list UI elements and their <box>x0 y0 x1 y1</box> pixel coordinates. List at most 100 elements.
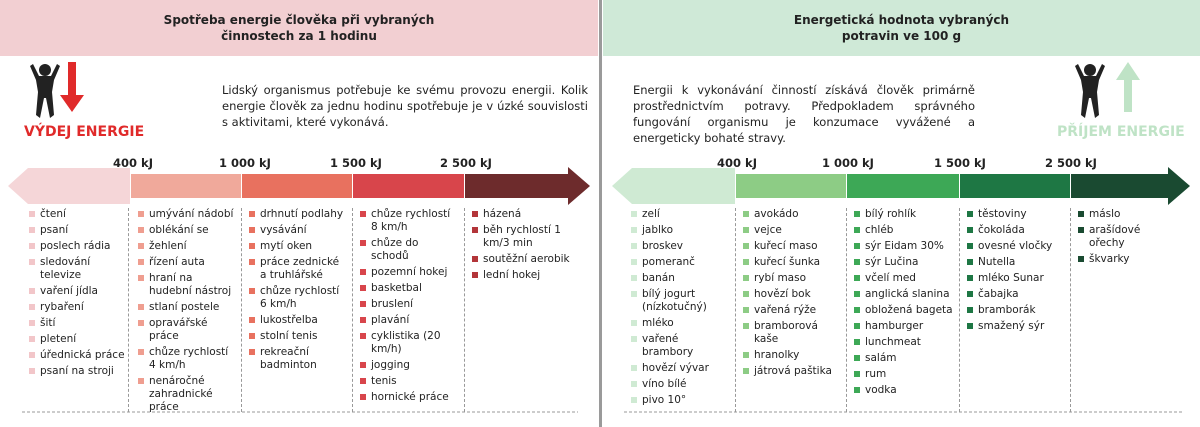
item: sledování televize <box>28 256 128 282</box>
item: práce zednické a truhlářské <box>248 256 348 282</box>
threshold-label: 1 500 kJ <box>330 156 382 170</box>
item: vejce <box>742 224 842 237</box>
item: hovězí vývar <box>630 362 730 375</box>
item-column: bílý rohlík chléb sýr Eidam 30% sýr Lučina v… <box>847 208 960 412</box>
item: bílý rohlík <box>853 208 953 221</box>
item: sýr Lučina <box>853 256 953 269</box>
item: poslech rádia <box>28 240 128 253</box>
item: hranolky <box>742 349 842 362</box>
item: bramborák <box>966 304 1066 317</box>
item: mléko Sunar <box>966 272 1066 285</box>
item: škvarky <box>1077 253 1177 266</box>
item: vařené brambory <box>630 333 730 359</box>
item: oblékání se <box>137 224 237 237</box>
item: soutěžní aerobik <box>471 253 571 266</box>
item: chůze rychlostí 8 km/h <box>359 208 459 234</box>
item: lukostřelba <box>248 314 348 327</box>
header-right: Energetická hodnota vybraných potravin v… <box>603 0 1200 56</box>
item: rum <box>853 368 953 381</box>
item: víno bílé <box>630 378 730 391</box>
item: těstoviny <box>966 208 1066 221</box>
item: žehlení <box>137 240 237 253</box>
item: broskev <box>630 240 730 253</box>
threshold-label: 2 500 kJ <box>1045 156 1097 170</box>
item: jablko <box>630 224 730 237</box>
intro: Lidský organismus potřebuje ke svému pro… <box>222 83 588 129</box>
threshold-label: 1 000 kJ <box>219 156 271 170</box>
item: rekreační badminton <box>248 346 348 372</box>
item: šití <box>28 317 128 330</box>
item: smažený sýr <box>966 320 1066 333</box>
item: stlaní postele <box>137 301 237 314</box>
item-column: chůze rychlostí 8 km/h chůze do schodů poz… <box>353 208 465 412</box>
intro: Energii k vykonávání činností získává čl… <box>633 83 975 145</box>
item: salám <box>853 352 953 365</box>
figure-left <box>30 64 60 118</box>
item: chůze rychlostí 4 km/h <box>137 346 237 372</box>
item: jogging <box>359 359 459 372</box>
threshold-label: 1 000 kJ <box>822 156 874 170</box>
item-column: zelí jablko broskev pomeranč banán bílý jogur… <box>624 208 736 412</box>
item: lunchmeat <box>853 336 953 349</box>
item: bramborová kaše <box>742 320 842 346</box>
label: PŘÍJEM ENERGIE <box>1057 124 1185 140</box>
divider <box>599 0 602 427</box>
item: pomeranč <box>630 256 730 269</box>
item: Nutella <box>966 256 1066 269</box>
item: bruslení <box>359 298 459 311</box>
item-column: avokádo vejce kuřecí maso kuřecí šunka rybí … <box>736 208 847 412</box>
figure-right <box>1075 64 1105 118</box>
item: hraní na hudební nástroj <box>137 272 237 298</box>
item: chůze rychlostí 6 km/h <box>248 285 348 311</box>
item: anglická slanina <box>853 288 953 301</box>
item-column: máslo arašídové ořechy škvarky <box>1071 208 1183 412</box>
item: pivo 10° <box>630 394 730 407</box>
arrow-down <box>60 62 84 112</box>
threshold-label: 2 500 kJ <box>440 156 492 170</box>
arrow-up <box>1116 62 1140 112</box>
item-column: umývání nádobí oblékání se žehlení řízení a… <box>131 208 242 413</box>
item: mléko <box>630 317 730 330</box>
header-title: Energetická hodnota vybraných potravin v… <box>793 13 1010 43</box>
item: opravářské práce <box>137 317 237 343</box>
item: drhnutí podlahy <box>248 208 348 221</box>
item: kuřecí šunka <box>742 256 842 269</box>
item: hamburger <box>853 320 953 333</box>
item-column: těstoviny čokoláda ovesné vločky Nutella mlé… <box>960 208 1071 412</box>
item: hornické práce <box>359 391 459 404</box>
threshold-label: 400 kJ <box>717 156 757 170</box>
item: pletení <box>28 333 128 346</box>
item: stolní tenis <box>248 330 348 343</box>
item: vysávání <box>248 224 348 237</box>
item: kuřecí maso <box>742 240 842 253</box>
threshold-label: 1 500 kJ <box>934 156 986 170</box>
item-column: drhnutí podlahy vysávání mytí oken práce ze… <box>242 208 353 412</box>
item: plavání <box>359 314 459 327</box>
item: hovězí bok <box>742 288 842 301</box>
item: rybí maso <box>742 272 842 285</box>
item: umývání nádobí <box>137 208 237 221</box>
item: zelí <box>630 208 730 221</box>
item: cyklistika (20 km/h) <box>359 330 459 356</box>
item: arašídové ořechy <box>1077 224 1177 250</box>
scale-right <box>612 167 1190 205</box>
item: mytí oken <box>248 240 348 253</box>
item: máslo <box>1077 208 1177 221</box>
item: basketbal <box>359 282 459 295</box>
item: sýr Eidam 30% <box>853 240 953 253</box>
item: psaní na stroji <box>28 365 128 378</box>
item: psaní <box>28 224 128 237</box>
header-left: Spotřeba energie člověka při vybraných č… <box>0 0 598 56</box>
item: čabajka <box>966 288 1066 301</box>
item: čtení <box>28 208 128 221</box>
item: lední hokej <box>471 269 571 282</box>
item: bílý jogurt (nízkotučný) <box>630 288 730 314</box>
item-column: házená běh rychlostí 1 km/3 min soutěžní a… <box>465 208 577 412</box>
item: chléb <box>853 224 953 237</box>
item: vodka <box>853 384 953 397</box>
item: rybaření <box>28 301 128 314</box>
scale-left <box>8 167 590 205</box>
item: čokoláda <box>966 224 1066 237</box>
